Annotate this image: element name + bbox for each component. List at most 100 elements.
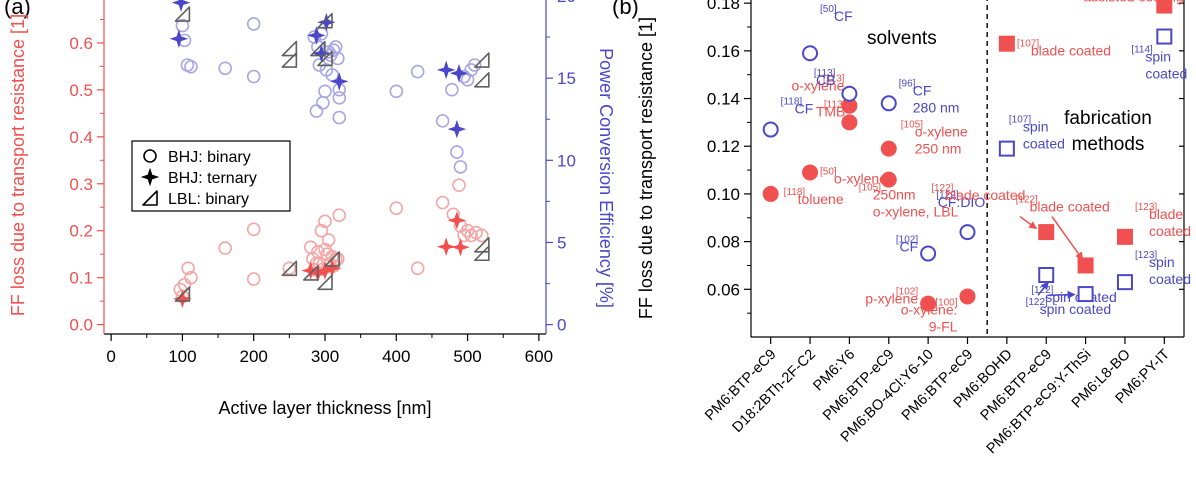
panel-label: (a) [4, 0, 31, 19]
data-point [447, 119, 467, 139]
x-tick-label: 400 [382, 347, 410, 366]
data-point [1038, 267, 1055, 283]
point-ref: [105] [901, 120, 923, 131]
y-axis-label: FF loss due to transport resistance [1] [636, 17, 656, 319]
data-point [920, 295, 937, 312]
section-label-fabrication: fabrication methods [1064, 108, 1152, 155]
point-label: spin coated [1040, 301, 1112, 317]
data-point [474, 245, 490, 262]
data-point [302, 265, 319, 281]
data-point [218, 241, 232, 255]
data-point [314, 223, 329, 238]
data-point [309, 104, 324, 118]
data-point [174, 6, 191, 22]
data-point [181, 261, 195, 276]
data-point [467, 58, 482, 72]
data-point [1156, 0, 1173, 14]
data-point [282, 261, 297, 276]
data-point [332, 110, 347, 125]
point-ref: [122] [936, 190, 958, 201]
data-point [762, 185, 779, 202]
point-label: o-xylene [791, 78, 844, 94]
data-point [1038, 224, 1055, 241]
point-ref: [122] [1016, 194, 1038, 205]
data-point [436, 237, 456, 256]
data-point [389, 201, 404, 215]
point-label: CF [834, 8, 853, 24]
arrow-blade-1 [1019, 215, 1038, 230]
point-label: CF [795, 101, 814, 117]
point-ref: [118] [784, 187, 806, 198]
data-point [184, 59, 198, 74]
y-left-tick-label: 0.4 [69, 128, 93, 147]
data-point [1116, 274, 1133, 291]
legend: BHJ: binary BHJ: ternary LBL: binary [131, 140, 291, 212]
point-ref: [123] [1135, 202, 1157, 213]
point-ref: [114] [1131, 45, 1153, 56]
data-point [281, 260, 298, 277]
series-triangle-right [174, 6, 490, 88]
data-point [474, 52, 490, 68]
arrow-spin-1 [1037, 281, 1049, 296]
legend-marker-circle [143, 149, 157, 163]
data-point [326, 43, 341, 58]
point-label: p-xylene [865, 291, 918, 307]
legend-label: LBL: binary [168, 191, 249, 208]
point-label: spin coated [1023, 119, 1065, 152]
data-point [762, 121, 779, 138]
point-label: blade coated [945, 187, 1025, 203]
data-point [959, 224, 976, 241]
panel-a: (a)0 100 200 300 400 500 6000.00.10.20.30.40.5… [4, 0, 616, 418]
data-point [281, 40, 298, 57]
point-label: TMB [816, 103, 846, 119]
data-point [449, 63, 469, 83]
x-tick-label: 300 [311, 347, 339, 366]
point-ref: [123] [1135, 250, 1157, 261]
data-point [802, 45, 819, 62]
data-point [920, 245, 937, 262]
data-point [174, 286, 191, 302]
legend-label: BHJ: ternary [168, 170, 257, 187]
y-left-tick-label: 0.5 [69, 81, 93, 100]
data-point [880, 95, 897, 112]
data-point [318, 84, 332, 99]
data-point [451, 237, 470, 257]
data-point [435, 114, 450, 128]
data-point [307, 26, 326, 45]
x-tick-label: 0 [106, 347, 115, 366]
data-point [841, 114, 858, 131]
point-label: spin coated [1145, 49, 1187, 82]
y-right-axis-label: Power Conversion Efficiency [%] [596, 48, 616, 308]
point-ref: [102] [896, 287, 918, 298]
point-ref: [113] [823, 74, 845, 85]
data-point [410, 261, 425, 276]
point-label: CB [816, 72, 835, 88]
data-point [317, 13, 336, 32]
panel-label: (b) [612, 0, 639, 19]
point-label: blade coated [1030, 198, 1110, 214]
y-tick-label: 0.06 [707, 280, 740, 299]
point-label: toluene [798, 191, 844, 207]
data-point [332, 208, 347, 223]
data-point [171, 0, 191, 12]
data-point [959, 288, 976, 305]
data-point [330, 72, 349, 91]
data-point [998, 140, 1015, 157]
x-tick-label: 100 [168, 347, 196, 366]
y-left-tick-label: 0.1 [69, 269, 93, 288]
point-label: 250nm o-xylene, LBL [873, 187, 959, 220]
y-left-tick-label: 0.2 [69, 222, 93, 241]
data-point [389, 84, 404, 99]
data-point [1077, 257, 1094, 274]
arrow-spin-2 [1047, 290, 1076, 299]
data-point [474, 71, 490, 88]
legend-marker-triangle [142, 190, 158, 206]
y-tick-label: 0.18 [707, 0, 740, 13]
data-point [1077, 286, 1094, 303]
y-tick-label: 0.16 [707, 42, 740, 61]
point-label: spin coated [1149, 254, 1191, 287]
data-point [184, 270, 198, 285]
y-left-axis-label: FF loss due to transport resistance [1] [8, 14, 28, 316]
data-point [436, 60, 456, 80]
y-right-tick-label: 0 [557, 316, 566, 335]
